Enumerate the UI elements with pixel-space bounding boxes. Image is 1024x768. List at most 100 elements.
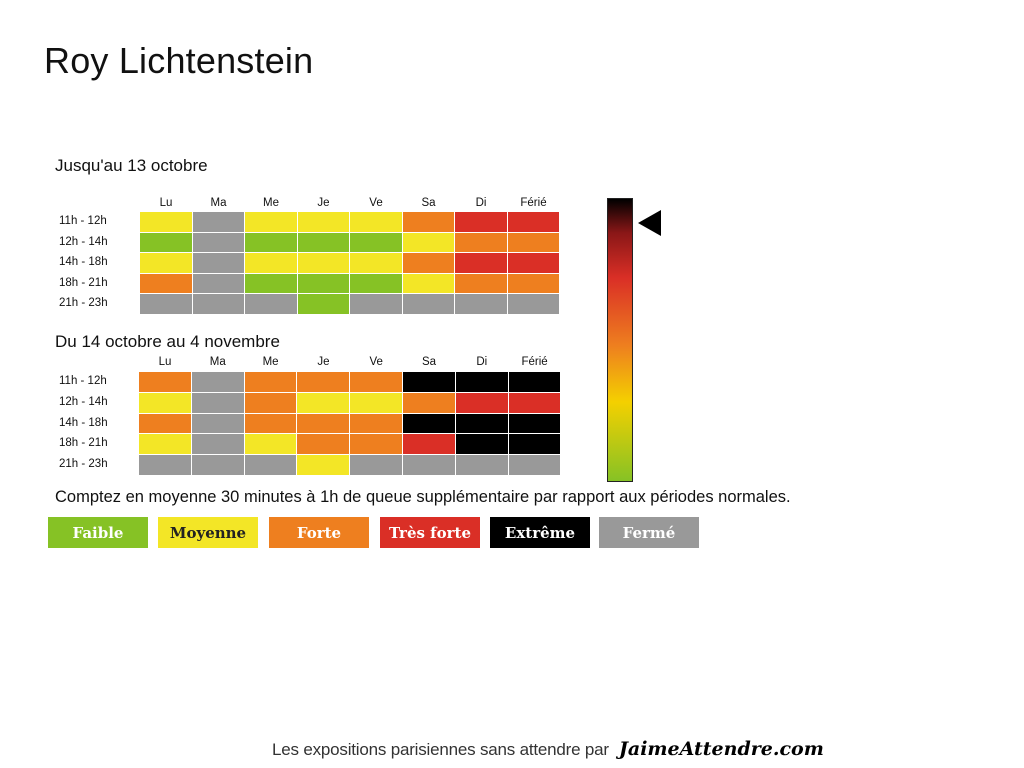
heatmap-cell [455, 212, 508, 233]
heatmap-cell [245, 212, 298, 233]
heatmap-cell [402, 253, 455, 274]
hour-label: 21h - 23h [59, 458, 108, 471]
heatmap-cell [403, 392, 456, 414]
heatmap-cell [350, 253, 403, 274]
footer: Les expositions parisiennes sans attendr… [272, 738, 824, 760]
day-header: Me [262, 356, 279, 368]
heatmap-cell [244, 434, 298, 456]
hour-label: 12h - 14h [59, 395, 108, 408]
heatmap-cell [455, 372, 509, 393]
heatmap-cell [403, 434, 456, 456]
heatmap-cell [139, 455, 192, 476]
heatmap-cell [140, 294, 193, 315]
heatmap-cell [139, 434, 192, 456]
heatmap-cell [508, 434, 562, 456]
heatmap-cell [507, 273, 560, 295]
day-header: Di [475, 197, 487, 209]
heatmap-cell [350, 294, 403, 315]
heatmap-cell [245, 232, 298, 254]
heatmap-cell [140, 232, 193, 254]
heatmap-cell [245, 294, 298, 315]
jaimeattendre-logo: JaimeAttendre.com [618, 738, 824, 760]
heatmap-cell [507, 212, 560, 233]
day-header: Ve [369, 197, 383, 209]
day-header: Férié [520, 197, 547, 209]
heatmap-cell [455, 413, 509, 435]
heatmap-cell [455, 294, 508, 315]
heatmap-cell [245, 273, 298, 295]
heatmap-cell [191, 413, 245, 435]
heatmap-cell [350, 413, 403, 435]
heatmap-cell [297, 392, 351, 414]
heatmap-cell [402, 212, 455, 233]
heatmap-cell [191, 372, 245, 393]
day-header: Lu [158, 356, 172, 368]
heatmap-cell [244, 372, 298, 393]
heatmap-cell [192, 294, 245, 315]
heatmap-cell [507, 294, 560, 315]
heatmap-cell [402, 273, 455, 295]
heatmap-cell [139, 413, 192, 435]
gradient-scale-bar [607, 198, 633, 482]
heatmap-cell [191, 455, 245, 476]
heatmap-cell [403, 372, 456, 393]
day-header: Sa [421, 356, 437, 368]
heatmap-cell [455, 253, 508, 274]
legend-item-ferme: Fermé [599, 517, 699, 548]
hour-label: 12h - 14h [59, 235, 108, 248]
heatmap-cell [297, 232, 350, 254]
heatmap-cell [297, 273, 350, 295]
heatmap-cell [507, 232, 560, 254]
queue-note: Comptez en moyenne 30 minutes à 1h de qu… [55, 488, 791, 506]
heatmap-cell [402, 232, 455, 254]
hour-label: 21h - 23h [59, 297, 108, 310]
heatmap-cell [297, 253, 350, 274]
scale-marker-icon [638, 210, 661, 236]
legend-item-faible: Faible [48, 517, 148, 548]
day-header: Ve [369, 356, 383, 368]
heatmap-cell [455, 455, 509, 476]
legend-item-tres-forte: Très forte [380, 517, 480, 548]
period-1-title: Jusqu'au 13 octobre [55, 156, 208, 175]
heatmap-cell [297, 212, 350, 233]
heatmap-cell [350, 212, 403, 233]
hour-label: 11h - 12h [59, 215, 107, 227]
legend-item-extreme: Extrême [490, 517, 590, 548]
heatmap-cell [508, 455, 562, 476]
heatmap-cell [297, 372, 351, 393]
heatmap-cell [244, 455, 298, 476]
heatmap-cell [244, 392, 298, 414]
page-title: Roy Lichtenstein [44, 40, 314, 81]
heatmap-cell [455, 232, 508, 254]
legend-item-forte: Forte [269, 517, 369, 548]
hour-label: 18h - 21h [59, 276, 108, 289]
heatmap-cell [402, 294, 455, 315]
heatmap-cell [350, 392, 403, 414]
heatmap-cell [140, 212, 193, 233]
heatmap-cell [297, 434, 351, 456]
hour-label: 18h - 21h [59, 437, 108, 450]
day-header: Me [263, 197, 279, 209]
heatmap-cell [350, 273, 403, 295]
heatmap-cell [350, 434, 403, 456]
day-header: Je [317, 356, 330, 368]
heatmap-cell [508, 413, 562, 435]
day-header: Ma [210, 197, 227, 209]
heatmap-cell [191, 434, 245, 456]
heatmap-cell [455, 273, 508, 295]
day-header: Ma [209, 356, 226, 368]
heatmap-cell [350, 232, 403, 254]
day-header: Sa [421, 197, 436, 209]
heatmap-cell [403, 455, 456, 476]
heatmap-cell [455, 434, 509, 456]
day-header: Di [476, 356, 488, 368]
heatmap-cell [455, 392, 509, 414]
heatmap-cell [297, 455, 351, 476]
hour-label: 14h - 18h [59, 416, 108, 429]
heatmap-cell [140, 253, 193, 274]
heatmap-cell [350, 372, 403, 393]
day-header: Férié [521, 356, 548, 368]
footer-text: Les expositions parisiennes sans attendr… [272, 740, 609, 759]
heatmap-cell [508, 372, 562, 393]
heatmap-cell [297, 413, 351, 435]
